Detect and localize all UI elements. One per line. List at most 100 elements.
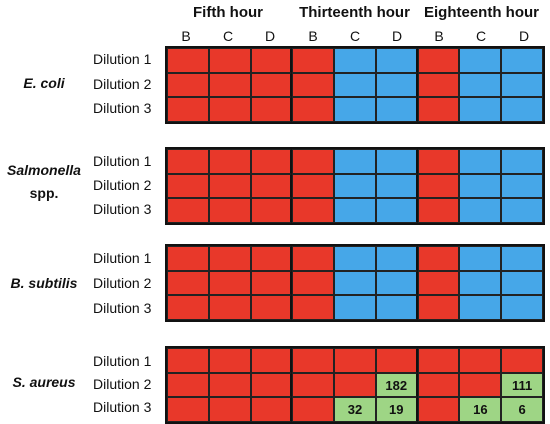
grid-cell [417, 173, 460, 199]
dilution-label: Dilution 1 [93, 153, 152, 169]
grid-cell [250, 48, 293, 73]
organism-label: S. aureus [12, 374, 76, 390]
hour-label-eighteenth: Eighteenth hour [424, 4, 539, 21]
column-label: B [308, 28, 318, 44]
grid-cell [208, 48, 251, 73]
grid-cell [208, 198, 251, 224]
grid-cell [417, 246, 460, 271]
grid-cell [375, 149, 418, 174]
grid-cell [417, 397, 460, 423]
grid-cell [208, 295, 251, 321]
grid-cell [375, 72, 418, 98]
grid-cell [417, 198, 460, 224]
grid-cell [167, 270, 209, 296]
grid-cell [208, 270, 251, 296]
grid-cell [375, 295, 418, 321]
organism-grid [165, 244, 545, 323]
dilution-label: Dilution 2 [93, 275, 152, 291]
grid-cell: 182 [375, 372, 418, 398]
grid-cell [334, 246, 376, 271]
grid-cell [375, 270, 418, 296]
dilution-label: Dilution 3 [93, 100, 152, 116]
grid-cell [208, 173, 251, 199]
grid-cell [292, 348, 335, 373]
grid-cell [417, 348, 460, 373]
grid-cell [167, 198, 209, 224]
dilution-label: Dilution 3 [93, 300, 152, 316]
grid-cell [208, 149, 251, 174]
grid-cell [459, 72, 502, 98]
organism-label: B. subtilis [10, 275, 78, 291]
grid-cell [250, 295, 293, 321]
column-label: B [181, 28, 191, 44]
grid-cell [250, 72, 293, 98]
grid-cell [292, 173, 335, 199]
grid-cell [250, 270, 293, 296]
grid-cell [459, 348, 502, 373]
column-label: C [475, 28, 487, 44]
grid-cell [334, 372, 376, 398]
dilution-label: Dilution 2 [93, 376, 152, 392]
dilution-label: Dilution 1 [93, 51, 152, 67]
grid-cell [208, 397, 251, 423]
organism-name: Salmonella [7, 162, 81, 178]
grid-cell [167, 48, 209, 73]
hour-label-thirteenth: Thirteenth hour [299, 4, 410, 21]
grid-cell [501, 97, 543, 123]
grid-cell [375, 348, 418, 373]
grid-cell [459, 97, 502, 123]
grid-cell [167, 97, 209, 123]
grid-cell [250, 173, 293, 199]
organism-grid: 182 111 32 19 16 6 [165, 346, 545, 424]
grid-cell [250, 246, 293, 271]
grid-cell [250, 198, 293, 224]
grid-cell: 16 [459, 397, 502, 423]
grid-cell [501, 295, 543, 321]
dilution-label: Dilution 2 [93, 76, 152, 92]
grid-cell [334, 295, 376, 321]
grid-cell [250, 97, 293, 123]
grid-cell [459, 173, 502, 199]
grid-cell [501, 72, 543, 98]
grid-cell [250, 149, 293, 174]
column-label: D [391, 28, 403, 44]
grid-cell [334, 48, 376, 73]
grid-cell [459, 270, 502, 296]
grid-cell [292, 295, 335, 321]
grid-cell [334, 198, 376, 224]
grid-cell [167, 348, 209, 373]
grid-cell [250, 372, 293, 398]
grid-cell [292, 97, 335, 123]
grid-cell [334, 348, 376, 373]
grid-cell [167, 372, 209, 398]
grid-cell [208, 348, 251, 373]
organism-grid [165, 147, 545, 226]
grid-cell [501, 270, 543, 296]
grid-cell [459, 48, 502, 73]
grid-cell [208, 246, 251, 271]
column-label: C [349, 28, 361, 44]
grid-cell [334, 97, 376, 123]
column-label: B [434, 28, 444, 44]
grid-cell [501, 348, 543, 373]
grid-cell [417, 72, 460, 98]
grid-cell [167, 72, 209, 98]
grid-cell [292, 72, 335, 98]
grid-cell [292, 149, 335, 174]
grid-cell [501, 149, 543, 174]
grid-cell [292, 397, 335, 423]
grid-cell [501, 198, 543, 224]
grid-cell [501, 48, 543, 73]
grid-cell [334, 72, 376, 98]
grid-cell: 32 [334, 397, 376, 423]
grid-cell [292, 246, 335, 271]
grid-cell: 19 [375, 397, 418, 423]
column-label: D [518, 28, 530, 44]
grid-cell [459, 198, 502, 224]
grid-cell [459, 149, 502, 174]
grid-cell [459, 295, 502, 321]
grid-cell [167, 246, 209, 271]
grid-cell [167, 149, 209, 174]
grid-cell [167, 173, 209, 199]
grid-cell [167, 295, 209, 321]
